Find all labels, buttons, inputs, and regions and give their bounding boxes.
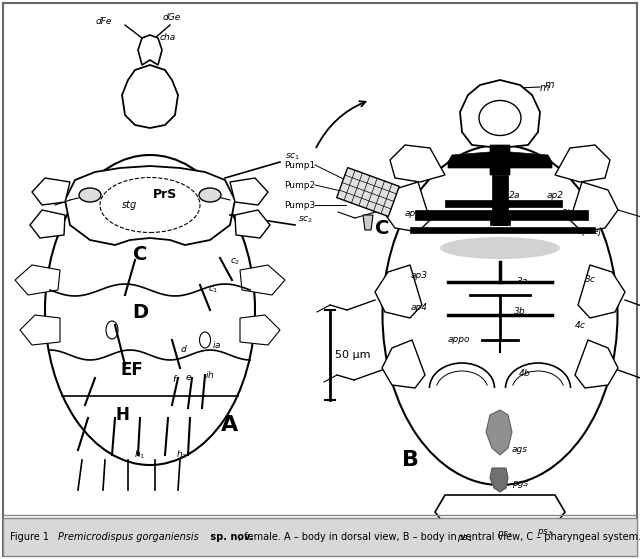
Text: H: H <box>115 406 129 424</box>
Text: 3$c$: 3$c$ <box>584 272 596 283</box>
Polygon shape <box>486 410 512 455</box>
Polygon shape <box>415 210 588 225</box>
Text: Figure 1: Figure 1 <box>10 532 55 542</box>
Text: 2$a$: 2$a$ <box>508 188 521 200</box>
Polygon shape <box>382 340 425 388</box>
Polygon shape <box>492 175 508 205</box>
Text: Pump1: Pump1 <box>284 160 315 169</box>
Text: ap3: ap3 <box>411 271 428 280</box>
Text: m: m <box>545 80 554 90</box>
Text: 50 μm: 50 μm <box>335 350 371 360</box>
Text: stg: stg <box>122 200 138 210</box>
Text: dGe: dGe <box>163 13 181 22</box>
Polygon shape <box>240 315 280 345</box>
Polygon shape <box>363 215 373 230</box>
Polygon shape <box>382 182 430 232</box>
Ellipse shape <box>199 188 221 202</box>
Text: 3$a$: 3$a$ <box>516 274 529 286</box>
Text: $ih$: $ih$ <box>205 368 214 380</box>
Text: cha: cha <box>160 34 176 42</box>
Text: Pump2: Pump2 <box>284 181 315 190</box>
Text: dFe: dFe <box>95 17 112 26</box>
Text: PrS: PrS <box>153 188 177 201</box>
Text: $c_1$: $c_1$ <box>208 285 218 295</box>
Text: $ps_1$: $ps_1$ <box>457 533 473 543</box>
Text: pgs: pgs <box>512 479 528 487</box>
Ellipse shape <box>383 145 618 485</box>
Polygon shape <box>65 166 235 245</box>
Text: 2$b$: 2$b$ <box>561 206 575 217</box>
Polygon shape <box>555 145 610 182</box>
Polygon shape <box>240 265 285 295</box>
Text: $d$: $d$ <box>180 343 188 353</box>
Polygon shape <box>375 265 422 318</box>
Text: C: C <box>133 245 147 264</box>
Text: ags: ags <box>512 446 528 454</box>
Text: 4$c$: 4$c$ <box>573 320 586 330</box>
Text: $f$: $f$ <box>172 372 178 383</box>
Text: $h_1$: $h_1$ <box>134 449 146 461</box>
Text: 3$b$: 3$b$ <box>513 305 527 315</box>
Text: Pump3: Pump3 <box>284 201 315 210</box>
Text: B: B <box>401 450 419 470</box>
Text: ap2: ap2 <box>547 192 563 201</box>
Polygon shape <box>15 265 60 295</box>
Text: C: C <box>375 219 389 238</box>
Polygon shape <box>578 265 625 318</box>
Polygon shape <box>492 205 508 225</box>
Text: A: A <box>221 415 239 435</box>
Polygon shape <box>20 315 60 345</box>
Polygon shape <box>230 178 268 205</box>
Ellipse shape <box>79 188 101 202</box>
Polygon shape <box>460 80 540 148</box>
Polygon shape <box>435 495 565 525</box>
Polygon shape <box>122 65 178 128</box>
Text: 4$b$: 4$b$ <box>518 367 531 377</box>
Text: ap1: ap1 <box>472 154 488 163</box>
Text: $e$: $e$ <box>185 373 192 382</box>
Polygon shape <box>32 178 70 205</box>
Text: 1$a$: 1$a$ <box>511 157 524 168</box>
Polygon shape <box>138 35 162 65</box>
Text: sp. nov.: sp. nov. <box>207 532 253 542</box>
Polygon shape <box>575 340 618 388</box>
Text: EF: EF <box>120 361 143 379</box>
Polygon shape <box>410 227 595 233</box>
Text: sc$_2$: sc$_2$ <box>298 215 313 225</box>
Text: $ps_2$: $ps_2$ <box>497 529 513 541</box>
Text: ap4: ap4 <box>411 304 428 312</box>
Polygon shape <box>490 468 508 492</box>
Bar <box>3 518 637 556</box>
Text: D: D <box>132 302 148 321</box>
Ellipse shape <box>45 155 255 465</box>
Text: $h_2$: $h_2$ <box>177 449 188 461</box>
Polygon shape <box>235 210 270 238</box>
Text: Premicrodispus gorganiensis: Premicrodispus gorganiensis <box>58 532 199 542</box>
Bar <box>337 168 399 216</box>
Polygon shape <box>445 200 562 207</box>
Text: , female. A – body in dorsal view, B – body in ventral view, C – pharyngeal syst: , female. A – body in dorsal view, B – b… <box>238 532 640 542</box>
Text: apsej: apsej <box>578 228 602 236</box>
Text: $ps_3$: $ps_3$ <box>537 528 553 538</box>
Polygon shape <box>448 145 552 175</box>
Text: appr: appr <box>404 209 425 217</box>
Text: 1$b$: 1$b$ <box>531 157 545 168</box>
Polygon shape <box>30 210 65 238</box>
Ellipse shape <box>440 237 560 259</box>
Ellipse shape <box>479 101 521 135</box>
Text: $ia$: $ia$ <box>212 339 221 350</box>
Text: $c_2$: $c_2$ <box>230 257 241 267</box>
Text: m: m <box>540 83 550 93</box>
Text: sc$_1$: sc$_1$ <box>285 151 300 162</box>
Polygon shape <box>570 182 618 232</box>
Polygon shape <box>390 145 445 182</box>
Text: appo: appo <box>447 335 470 344</box>
